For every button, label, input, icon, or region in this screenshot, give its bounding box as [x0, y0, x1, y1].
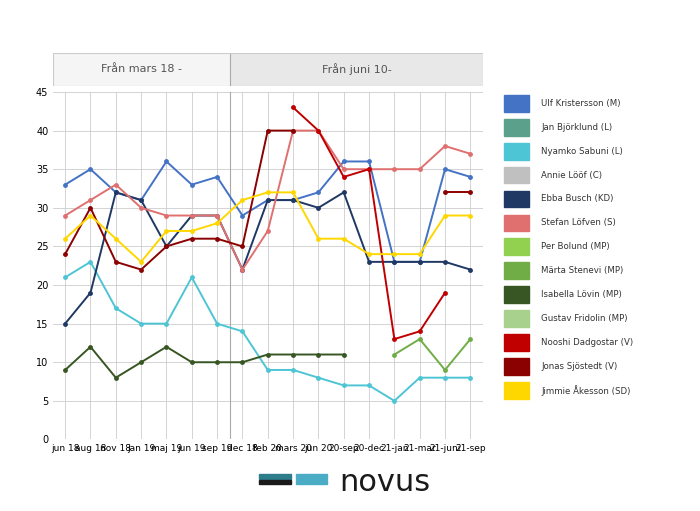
Bar [504, 310, 529, 327]
Bar [295, 474, 328, 479]
Text: Nooshi Dadgostar (V): Nooshi Dadgostar (V) [541, 338, 633, 347]
Text: Från mars 18 -: Från mars 18 - [101, 64, 181, 74]
Text: Nyamko Sabuni (L): Nyamko Sabuni (L) [541, 147, 623, 156]
Text: Gustav Fridolin (MP): Gustav Fridolin (MP) [541, 314, 627, 323]
Bar [259, 479, 290, 484]
Bar [504, 239, 529, 255]
Bar [504, 262, 529, 279]
Bar [504, 286, 529, 303]
Text: Från juni 10-: Från juni 10- [321, 63, 391, 75]
Text: Jimmie Åkesson (SD): Jimmie Åkesson (SD) [541, 385, 630, 396]
Bar [230, 53, 483, 86]
Text: Annie Lööf (C): Annie Lööf (C) [541, 171, 602, 179]
Bar [504, 95, 529, 112]
Bar [504, 334, 529, 351]
Text: Stefan Löfven (S): Stefan Löfven (S) [541, 218, 616, 227]
Bar [504, 167, 529, 183]
Bar [504, 143, 529, 159]
Text: Isabella Lövin (MP): Isabella Lövin (MP) [541, 290, 622, 299]
Bar [504, 119, 529, 135]
Text: Ulf Kristersson (M): Ulf Kristersson (M) [541, 99, 620, 108]
Text: Per Bolund (MP): Per Bolund (MP) [541, 242, 610, 251]
Text: novus: novus [340, 468, 430, 497]
Bar [504, 382, 529, 399]
Bar [504, 358, 529, 375]
Bar [295, 479, 328, 484]
Text: Jonas Sjöstedt (V): Jonas Sjöstedt (V) [541, 362, 617, 371]
Text: Jan Björklund (L): Jan Björklund (L) [541, 123, 612, 132]
Text: Ebba Busch (KD): Ebba Busch (KD) [541, 195, 613, 203]
Text: Märta Stenevi (MP): Märta Stenevi (MP) [541, 266, 623, 275]
Bar [504, 215, 529, 231]
Bar [259, 474, 290, 479]
Bar [52, 53, 230, 86]
Bar [504, 191, 529, 207]
